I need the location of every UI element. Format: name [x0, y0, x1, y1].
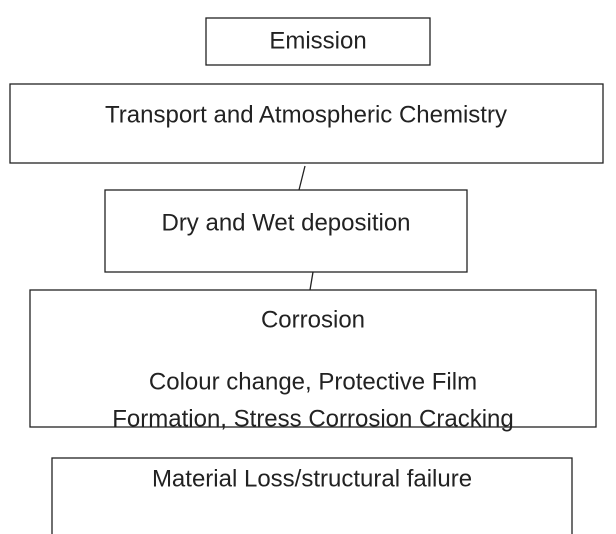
box — [29, 289, 597, 428]
box — [205, 17, 431, 66]
box — [51, 457, 573, 534]
box — [104, 189, 468, 273]
connector — [298, 165, 306, 191]
node-label: Corrosion — [261, 306, 365, 333]
node-label: Dry and Wet deposition — [161, 209, 410, 236]
node-detail: Formation, Stress Corrosion Cracking — [112, 405, 513, 432]
box — [9, 83, 604, 164]
node-label: Transport and Atmospheric Chemistry — [105, 101, 507, 128]
node-detail: Colour change, Protective Film — [149, 368, 477, 395]
connector — [309, 271, 314, 291]
node-label: Emission — [269, 27, 366, 54]
node-label: Material Loss/structural failure — [152, 465, 472, 492]
